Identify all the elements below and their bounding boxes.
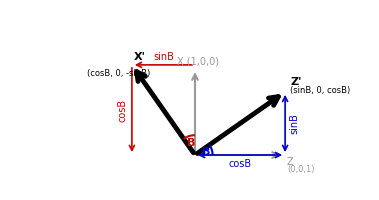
Text: B: B: [187, 138, 195, 148]
Text: cosB: cosB: [229, 159, 252, 169]
Text: (sinB, 0, cosB): (sinB, 0, cosB): [290, 86, 350, 95]
Text: sinB: sinB: [289, 113, 299, 134]
Text: B: B: [202, 147, 210, 157]
Text: (0,0,1): (0,0,1): [287, 165, 315, 174]
Text: cosB: cosB: [118, 98, 128, 122]
Text: Z: Z: [287, 157, 294, 167]
Text: sinB: sinB: [153, 52, 174, 62]
Text: (cosB, 0, -sinB): (cosB, 0, -sinB): [87, 69, 150, 78]
Text: Z': Z': [290, 77, 301, 87]
Text: X': X': [134, 52, 146, 62]
Text: X (1,0,0): X (1,0,0): [177, 56, 219, 66]
